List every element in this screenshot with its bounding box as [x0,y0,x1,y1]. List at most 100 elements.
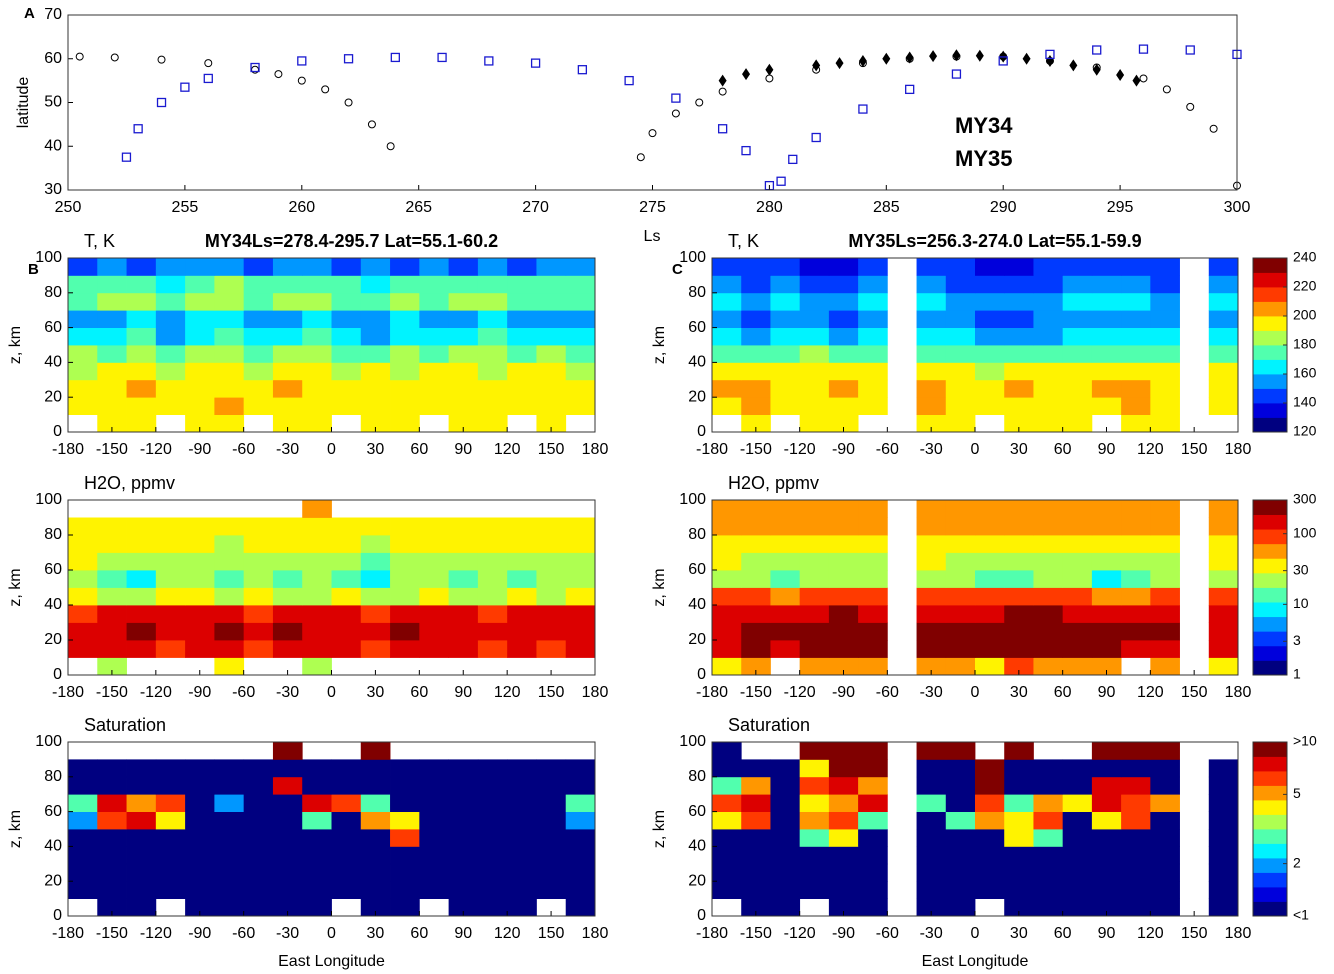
cell [302,811,332,830]
cell [214,310,245,328]
cell [799,535,830,553]
cell [1004,345,1034,363]
cell [331,397,362,415]
cell [1208,258,1239,276]
cell [390,846,420,865]
cell [1062,794,1093,812]
cell [1062,570,1093,588]
cell [1121,345,1151,363]
cell [97,640,127,658]
cell [360,863,391,882]
cell [828,345,859,363]
cell [390,362,420,381]
cell [97,759,127,778]
cell [1091,310,1122,328]
cell [477,517,508,536]
cell [272,622,303,641]
cell [243,310,274,328]
cell [243,552,274,571]
cell [477,863,508,882]
cell [97,327,127,346]
cell [243,759,274,778]
cell [419,605,450,623]
cell [975,517,1005,536]
cell [419,310,450,328]
cell [243,570,274,588]
x-tick-label: -90 [832,684,855,701]
cell [565,345,596,363]
point [297,76,306,85]
cell [828,517,859,536]
y-tick-label: 60 [44,319,62,336]
cell [945,310,976,328]
point [386,142,395,151]
cell [68,605,98,623]
cell [243,517,274,536]
cell [1150,500,1180,518]
cell [1062,811,1093,830]
cell [272,829,303,847]
cell [1121,414,1151,433]
cell [975,379,1005,398]
cell [302,640,332,658]
cell [916,292,947,311]
cell [477,327,508,346]
cell [214,811,245,830]
cell [185,587,215,606]
cell [536,881,567,899]
cell [97,552,127,571]
axes-frame [67,499,596,676]
colorbar-step [1253,887,1287,902]
cell [741,362,771,381]
point [1186,102,1195,111]
cell [1004,863,1034,882]
cell [272,310,303,328]
point [858,54,867,67]
cell [507,863,537,882]
cell [1150,794,1180,812]
point [929,50,938,63]
cell [390,622,420,641]
cell [1033,414,1064,433]
cell [68,811,98,830]
x-tick-label: -30 [920,441,943,458]
cell [214,794,245,812]
x-tick-label: 180 [1225,441,1252,458]
cell [1004,811,1034,830]
cell [1208,605,1239,623]
x-tick-label: 30 [1010,684,1028,701]
cell [799,275,830,294]
cell [1033,310,1064,328]
cell [448,292,479,311]
cell [448,414,479,433]
cell [97,345,127,363]
cell [331,863,362,882]
cell [507,759,537,778]
cell [185,776,215,795]
cell [1033,517,1064,536]
cell [536,327,567,346]
point [297,56,307,66]
cell [507,829,537,847]
cell [477,570,508,588]
cell [360,379,391,398]
cell [243,605,274,623]
panel-title: T, K [728,231,759,251]
cell [741,379,771,398]
cell [68,881,98,899]
cell [243,622,274,641]
point [577,65,588,75]
cell [536,362,567,381]
cell [1033,275,1064,294]
cell [302,327,332,346]
colorbar-tick-label: 10 [1293,595,1309,611]
cell [477,622,508,641]
cell [448,776,479,795]
cell [126,535,157,553]
cell [828,759,859,778]
x-tick-label: 150 [1181,925,1208,942]
cell [390,535,420,553]
cell [97,794,127,812]
cell [419,587,450,606]
cell [214,414,245,433]
